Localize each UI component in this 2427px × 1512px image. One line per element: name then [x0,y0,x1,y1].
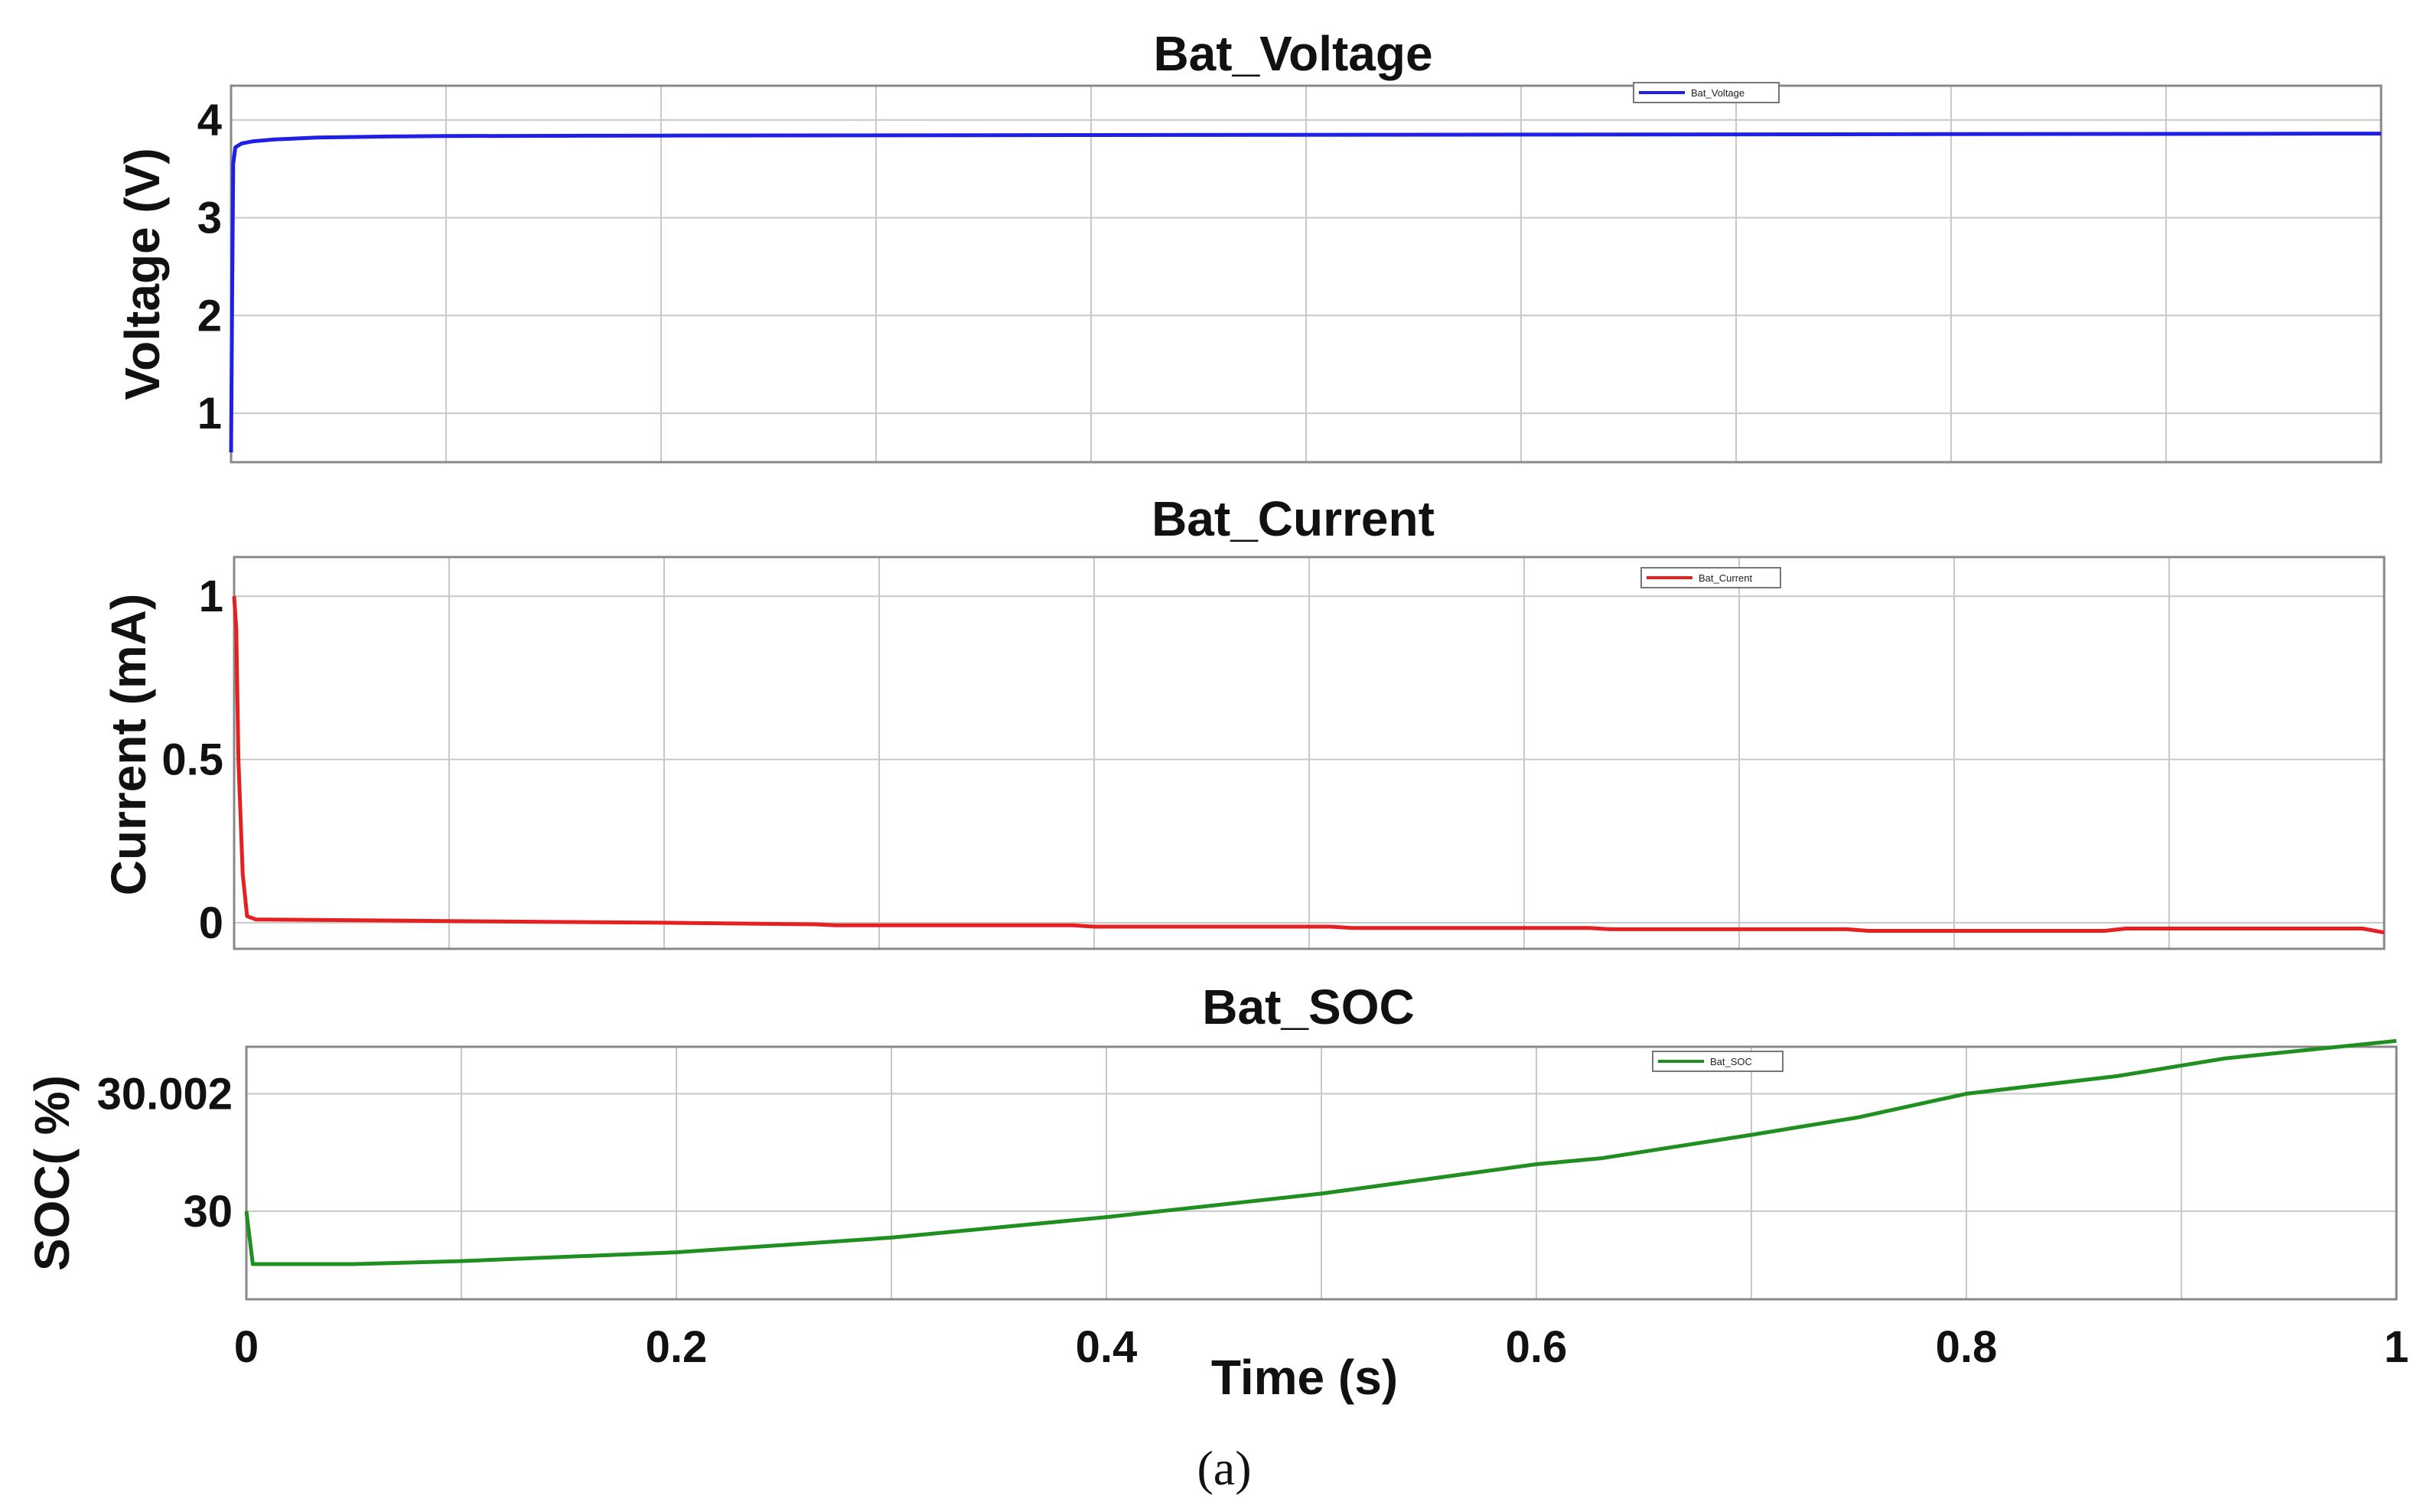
x-tick-label: 0.6 [1506,1322,1568,1372]
y-axis-label: SOC( %) [24,1075,80,1271]
chart-title: Bat_Current [1152,491,1435,546]
x-tick-label: 0.2 [646,1322,708,1372]
y-tick-label: 4 [197,96,222,145]
legend-label: Bat_Current [1699,572,1752,584]
y-axis-label: Current (mA) [101,594,156,896]
chart-title: Bat_Voltage [1153,26,1432,81]
y-tick-label: 3 [197,194,222,243]
series-line [229,132,2382,453]
series [232,596,2385,935]
x-tick-label: 0.8 [1936,1322,1998,1372]
y-axis-ticks: 30 30.002 [97,1069,233,1236]
y-axis-ticks: 00.51 [161,572,223,948]
x-tick-label: 0 [234,1322,259,1372]
y-tick-label: 0 [199,898,223,948]
soc-panel: Bat_SOC 30 30.002 SOC( %) Bat_SOC 0 0.2 0.4… [24,979,2409,1372]
legend: Bat_Current [1640,567,1781,588]
x-tick-label: 1 [2384,1322,2409,1372]
series [229,132,2382,453]
grid [246,1047,2396,1299]
y-tick-label: 30 [183,1187,233,1237]
plot-area [233,556,2386,950]
grid [234,557,2384,949]
legend-label: Bat_Voltage [1691,87,1745,99]
y-axis-label: Voltage (V) [115,148,170,400]
y-tick-label: 1 [199,572,223,621]
x-axis-label: Time (s) [1211,1350,1398,1405]
voltage-panel: Bat_Voltage 1 2 3 4 Voltage (V) Bat_Voltage [115,26,2383,464]
y-tick-label: 30.002 [97,1069,233,1119]
legend: Bat_SOC [1652,1051,1784,1072]
plot-area [245,1045,2398,1301]
y-tick-label: 0.5 [161,735,223,785]
y-tick-label: 2 [197,291,222,341]
series [244,1038,2397,1266]
grid [231,86,2381,462]
y-axis-ticks: 1 2 3 4 [197,96,222,438]
chart-title: Bat_SOC [1202,979,1414,1035]
legend: Bat_Voltage [1633,82,1780,103]
x-tick-label: 0.4 [1076,1322,1138,1372]
y-tick-label: 1 [197,389,222,438]
series-line [244,1038,2397,1266]
series-line [232,596,2385,935]
figure-caption: (a) [1197,1441,1251,1495]
legend-label: Bat_SOC [1710,1056,1752,1067]
x-axis-ticks: 0 0.2 0.4 0.6 0.8 1 [234,1322,2409,1372]
current-panel: Bat_Current 00.51 Current (mA) Bat_Curre… [101,491,2386,950]
